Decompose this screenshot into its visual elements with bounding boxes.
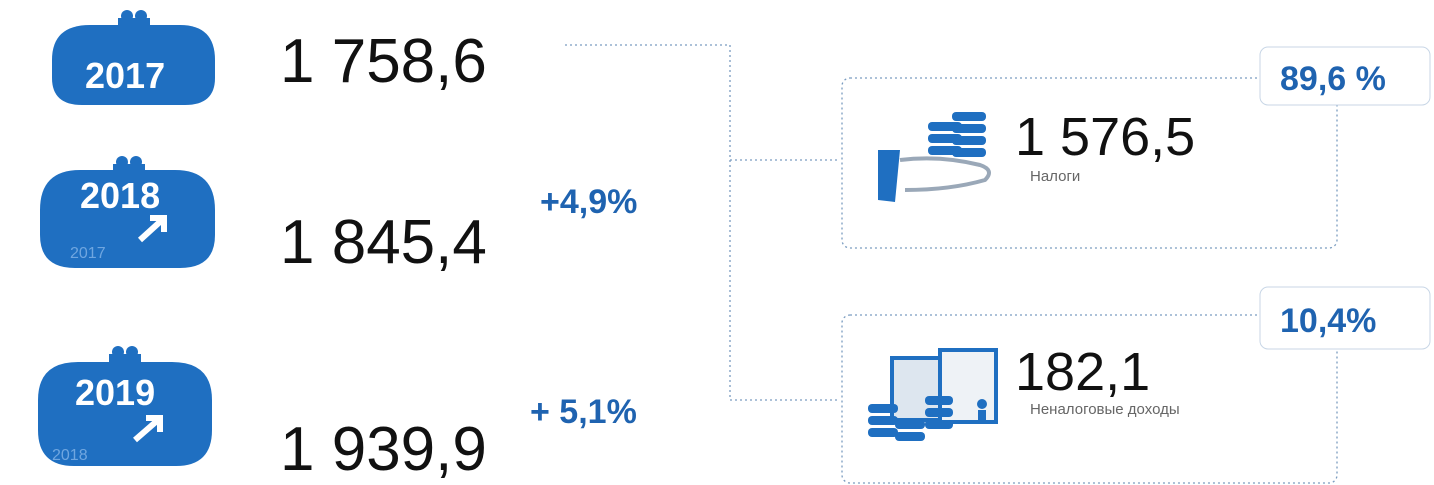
- share: 89,6 %: [1280, 60, 1386, 98]
- growth: + 5,1%: [530, 393, 637, 431]
- base-year: 2017: [70, 245, 106, 262]
- purse-icon: [52, 10, 215, 105]
- year: 2018: [80, 175, 160, 216]
- year: 2019: [75, 372, 155, 413]
- share-tag: [1259, 286, 1431, 350]
- purse-icon: [40, 156, 215, 268]
- base-year: 2018: [52, 447, 88, 464]
- connector: [565, 44, 840, 401]
- share-tag: [1259, 46, 1431, 106]
- arrow: [133, 415, 163, 443]
- arrow: [137, 215, 167, 243]
- box: [841, 314, 1338, 484]
- share: 10,4%: [1280, 302, 1376, 340]
- box: [841, 77, 1338, 249]
- value: 1 758,6: [280, 27, 487, 96]
- nontax-icon: [868, 348, 998, 441]
- tax-icon: [878, 112, 991, 202]
- growth: +4,9%: [540, 183, 637, 221]
- purse-icon: [38, 346, 212, 466]
- value: 1 576,5: [1015, 107, 1195, 167]
- value: 182,1: [1015, 342, 1150, 402]
- year: 2017: [85, 55, 165, 96]
- label: Налоги: [1030, 168, 1080, 185]
- label: Неналоговые доходы: [1030, 401, 1180, 418]
- value: 1 939,9: [280, 415, 487, 484]
- value: 1 845,4: [280, 208, 487, 277]
